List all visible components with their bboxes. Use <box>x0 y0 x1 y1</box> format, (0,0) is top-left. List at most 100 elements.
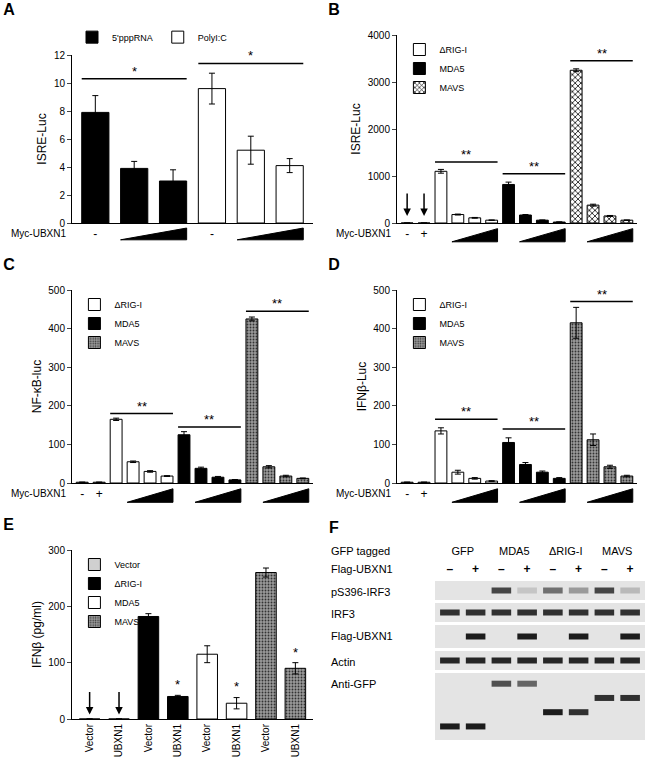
svg-text:400: 400 <box>48 323 65 334</box>
svg-text:200: 200 <box>373 400 390 411</box>
svg-text:Myc-UBXN1: Myc-UBXN1 <box>11 228 66 239</box>
svg-text:+: + <box>524 562 531 576</box>
svg-text:E: E <box>3 516 14 533</box>
svg-text:2000: 2000 <box>368 124 391 135</box>
svg-text:10: 10 <box>54 78 66 89</box>
svg-text:ΔRIG-I: ΔRIG-I <box>549 545 583 557</box>
svg-text:GFP tagged: GFP tagged <box>331 545 390 557</box>
svg-text:D: D <box>328 256 340 273</box>
svg-text:IRF3: IRF3 <box>331 608 355 620</box>
svg-text:A: A <box>3 1 15 18</box>
svg-text:400: 400 <box>373 323 390 334</box>
svg-text:100: 100 <box>48 439 65 450</box>
svg-text:**: ** <box>597 287 607 302</box>
svg-text:-: - <box>93 227 97 241</box>
svg-text:300: 300 <box>373 362 390 373</box>
svg-text:+: + <box>575 562 582 576</box>
svg-text:UBXN1: UBXN1 <box>231 724 242 758</box>
svg-text:UBXN1: UBXN1 <box>172 724 183 758</box>
svg-text:*: * <box>293 645 298 660</box>
svg-text:PolyI:C: PolyI:C <box>198 33 228 43</box>
svg-text:0: 0 <box>384 478 390 489</box>
svg-text:MDA5: MDA5 <box>499 545 530 557</box>
svg-text:Vector: Vector <box>260 723 271 752</box>
svg-text:-: - <box>80 487 84 501</box>
svg-text:-: - <box>405 227 409 241</box>
svg-text:–: – <box>498 562 505 576</box>
svg-text:IFNβ-Luc: IFNβ-Luc <box>355 362 369 412</box>
svg-text:GFP: GFP <box>451 545 474 557</box>
svg-text:-: - <box>405 487 409 501</box>
svg-text:*: * <box>248 48 253 63</box>
svg-text:MAVS: MAVS <box>439 83 464 93</box>
svg-text:**: ** <box>461 147 471 162</box>
svg-text:**: ** <box>529 159 539 174</box>
svg-text:12: 12 <box>54 50 66 61</box>
svg-text:B: B <box>328 1 340 18</box>
svg-text:MAVS: MAVS <box>602 545 632 557</box>
svg-text:Myc-UBXN1: Myc-UBXN1 <box>11 488 66 499</box>
svg-text:UBXN1: UBXN1 <box>290 724 301 758</box>
svg-text:6: 6 <box>59 134 65 145</box>
svg-text:4: 4 <box>59 162 65 173</box>
svg-text:300: 300 <box>48 545 65 556</box>
svg-text:Myc-UBXN1: Myc-UBXN1 <box>336 488 391 499</box>
svg-text:NF-κB-luc: NF-κB-luc <box>30 360 44 413</box>
svg-text:**: ** <box>461 404 471 419</box>
svg-text:ISRE-Luc: ISRE-Luc <box>349 103 363 154</box>
svg-text:Flag-UBXN1: Flag-UBXN1 <box>331 563 393 575</box>
svg-text:0: 0 <box>59 478 65 489</box>
svg-text:UBXN1: UBXN1 <box>113 724 124 758</box>
svg-text:Flag-UBXN1: Flag-UBXN1 <box>331 630 393 642</box>
svg-text:0: 0 <box>59 218 65 229</box>
svg-text:Vector: Vector <box>143 723 154 752</box>
svg-text:*: * <box>175 677 180 692</box>
svg-text:**: ** <box>137 399 147 414</box>
svg-text:*: * <box>132 64 137 79</box>
svg-text:IFNβ (pg/ml): IFNβ (pg/ml) <box>30 601 44 668</box>
svg-text:–: – <box>601 562 608 576</box>
svg-text:ISRE-Luc: ISRE-Luc <box>35 113 49 164</box>
svg-text:2: 2 <box>59 190 65 201</box>
svg-text:0: 0 <box>384 218 390 229</box>
svg-text:pS396-IRF3: pS396-IRF3 <box>331 586 390 598</box>
svg-text:MDA5: MDA5 <box>114 319 139 329</box>
svg-text:MAVS: MAVS <box>439 338 464 348</box>
svg-text:Anti-GFP: Anti-GFP <box>331 678 376 690</box>
svg-text:4000: 4000 <box>368 30 391 41</box>
svg-text:C: C <box>3 256 15 273</box>
svg-text:ΔRIG-I: ΔRIG-I <box>114 300 142 310</box>
svg-text:**: ** <box>272 296 282 311</box>
svg-text:MAVS: MAVS <box>114 617 139 627</box>
svg-text:5'pppRNA: 5'pppRNA <box>112 33 153 43</box>
svg-text:200: 200 <box>48 601 65 612</box>
svg-text:+: + <box>421 227 428 241</box>
svg-text:200: 200 <box>48 400 65 411</box>
svg-text:+: + <box>472 562 479 576</box>
svg-text:MDA5: MDA5 <box>439 319 464 329</box>
svg-text:F: F <box>329 519 339 536</box>
svg-text:**: ** <box>597 46 607 61</box>
svg-text:Actin: Actin <box>331 656 355 668</box>
svg-text:Vector: Vector <box>84 723 95 752</box>
svg-text:–: – <box>447 562 454 576</box>
svg-text:500: 500 <box>48 285 65 296</box>
svg-text:8: 8 <box>59 106 65 117</box>
svg-text:MAVS: MAVS <box>114 338 139 348</box>
svg-text:*: * <box>234 679 239 694</box>
svg-text:**: ** <box>529 414 539 429</box>
svg-text:500: 500 <box>373 285 390 296</box>
svg-text:100: 100 <box>48 657 65 668</box>
svg-text:Myc-UBXN1: Myc-UBXN1 <box>336 228 391 239</box>
svg-text:+: + <box>421 487 428 501</box>
svg-text:3000: 3000 <box>368 77 391 88</box>
svg-text:Vector: Vector <box>201 723 212 752</box>
svg-text:100: 100 <box>373 439 390 450</box>
svg-text:0: 0 <box>59 714 65 725</box>
svg-text:ΔRIG-I: ΔRIG-I <box>439 300 467 310</box>
svg-text:+: + <box>627 562 634 576</box>
svg-text:300: 300 <box>48 362 65 373</box>
svg-text:1000: 1000 <box>368 171 391 182</box>
svg-text:–: – <box>550 562 557 576</box>
svg-text:MDA5: MDA5 <box>439 64 464 74</box>
